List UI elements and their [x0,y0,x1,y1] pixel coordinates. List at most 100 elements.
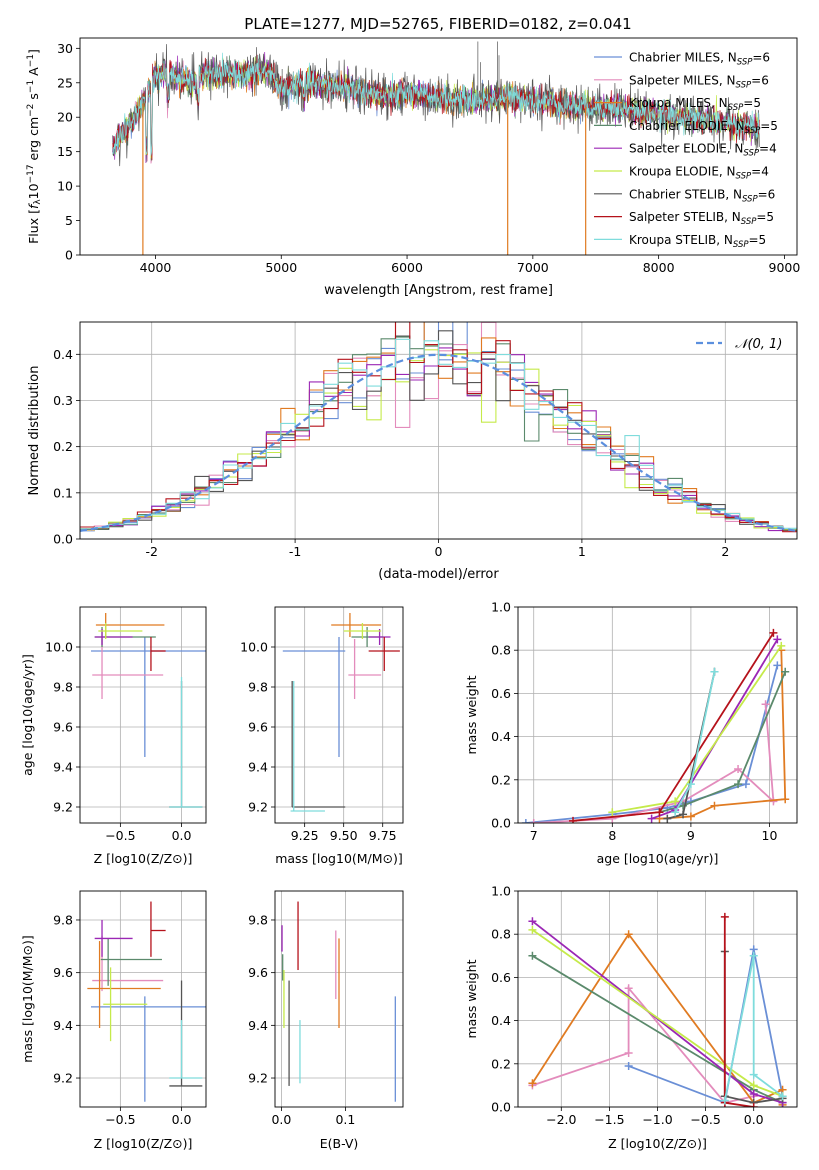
axes-frame [517,890,798,1108]
x-tick-label: 0.0 [172,828,192,843]
histogram-kroupa-stelib [80,338,797,530]
y-tick-label: 9.2 [53,1071,73,1086]
spectrum-lines [112,41,760,255]
marker-kroupa-stelib [749,951,758,960]
marker-kroupa-miles [528,1079,537,1088]
marker-salpeter-elodie [749,1090,758,1099]
x-axis-label: E(B-V) [320,1136,359,1151]
y-tick-label: 9.8 [248,912,268,927]
y-tick-label: 0.2 [491,1056,511,1071]
marker-chabrier-miles [624,1061,633,1070]
x-tick-label: 0.0 [172,1112,192,1127]
y-tick-label: 0.0 [491,816,511,831]
y-tick-label: 9.8 [53,912,73,927]
marker-kroupa-stelib [749,1070,758,1079]
x-tick-label: 7 [530,828,538,843]
x-tick-label: −0.5 [105,1112,135,1127]
mass-vs-metallicity-panel: −0.5 0.0 9.2 9.4 9.6 9.8 Z [log10(Z/Z⊙)] mass [… [20,890,207,1151]
marker-kroupa-stelib [671,808,680,817]
x-axis-label: wavelength [Angstrom, rest frame] [324,283,553,298]
y-tick-label: 20 [57,110,73,125]
marker-chabrier-miles [741,780,750,789]
errorbars [91,613,206,808]
y-tick-label: 30 [57,41,73,56]
x-tick-label: 0.1 [335,1112,355,1127]
y-tick-label: 5 [65,213,73,228]
errorbars [282,613,400,812]
y-tick-label: 9.2 [248,1071,268,1086]
marker-kroupa-miles [624,930,633,939]
figure-title: PLATE=1277, MJD=52765, FIBERID=0182, z=0… [244,15,631,33]
y-tick-label: 0.3 [53,393,73,408]
legend-entry: Chabrier STELIB, NSSP=6 [629,187,775,204]
marker-chabrier-elodie [528,951,537,960]
legend-entry: Kroupa MILES, NSSP=5 [629,96,761,113]
y-axis-label: mass weight [464,675,479,754]
y-tick-label: 9.4 [248,1018,268,1033]
x-tick-label: 7000 [517,260,549,275]
legend: Chabrier MILES, NSSP=6 Salpeter MILES, NS… [594,51,778,250]
y-tick-label: 9.4 [53,1018,73,1033]
marker-kroupa-miles [710,801,719,810]
y-axis-label: Normed distribution [27,366,42,496]
marker-salpeter-stelib [655,808,664,817]
y-tick-label: 0.2 [53,439,73,454]
x-axis-label: (data-model)/error [378,567,499,582]
legend-entry: Salpeter STELIB, NSSP=5 [629,210,774,227]
marker-chabrier-elodie [734,780,743,789]
marker-kroupa-stelib [720,1096,729,1105]
y-tick-label: 0.8 [491,927,511,942]
x-tick-label: 9000 [769,260,801,275]
legend-entry: Salpeter MILES, NSSP=6 [629,73,769,90]
x-tick-label: −1.5 [594,1112,624,1127]
x-tick-label: 9.50 [330,828,358,843]
spectrum-panel: 4000 5000 6000 7000 8000 9000 0 5 10 15 20 25 30 wave… [26,37,801,298]
x-axis-label: Z [log10(Z/Z⊙)] [94,851,193,866]
marker-salpeter-elodie [528,917,537,926]
y-axis-label: mass weight [464,959,479,1038]
y-tick-label: 15 [57,144,73,159]
y-tick-label: 10.0 [45,640,73,655]
marker-kroupa-elodie [777,641,786,650]
marker-chabrier-miles [521,819,530,823]
y-tick-label: 0.4 [53,347,73,362]
residuals-panel: -2 -1 0 1 2 0.0 0.1 0.2 0.3 0.4 (data-model)/error… [27,321,798,582]
y-tick-label: 9.4 [53,760,73,775]
marker-chabrier-stelib [663,814,672,823]
marker-salpeter-stelib [769,628,778,637]
y-tick-label: 1.0 [491,600,511,615]
legend-entry: Kroupa ELODIE, NSSP=4 [629,165,769,182]
line-chabrier-elodie [659,671,787,814]
y-tick-label: 9.6 [53,965,73,980]
marker-chabrier-elodie [781,667,790,676]
x-tick-label: −0.5 [105,828,135,843]
marker-kroupa-stelib [778,1092,787,1101]
y-tick-label: 9.4 [248,760,268,775]
x-tick-label: −1.0 [642,1112,672,1127]
x-tick-label: 0 [435,544,443,559]
marker-kroupa-elodie [749,1081,758,1090]
x-axis-label: Z [log10(Z/Z⊙)] [608,1136,707,1151]
axes-frame [79,890,207,1108]
x-tick-label: 9 [687,828,695,843]
y-tick-label: 0.1 [53,485,73,500]
x-tick-label: −2.0 [546,1112,576,1127]
histograms [80,322,797,533]
legend-entry: Chabrier ELODIE, NSSP=5 [629,119,778,136]
marker-salpeter-miles [761,700,770,709]
y-tick-label: 10.0 [240,640,268,655]
marker-salpeter-stelib [720,912,729,921]
y-tick-label: 25 [57,75,73,90]
axes-frame [79,606,207,824]
legend-entry: Chabrier MILES, NSSP=6 [629,51,770,68]
y-tick-label: 0.0 [53,532,73,547]
normal-reference-curve [80,353,797,532]
line-salpeter-miles [533,704,775,823]
y-tick-label: 0.4 [491,1013,511,1028]
x-tick-label: 0.0 [744,1112,764,1127]
x-tick-label: 0.0 [271,1112,291,1127]
marker-salpeter-miles [624,984,633,993]
x-tick-label: 2 [721,544,729,559]
y-tick-label: 9.2 [53,800,73,815]
legend-entry: Salpeter ELODIE, NSSP=4 [629,142,777,159]
